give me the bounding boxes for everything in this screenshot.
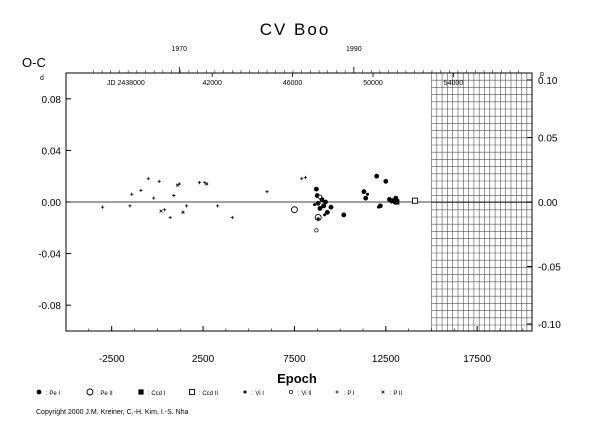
y-tick-label-right: 0.10: [538, 76, 558, 87]
data-point: [100, 205, 105, 209]
data-point: [157, 179, 161, 183]
data-point: [321, 203, 327, 209]
legend-marker: [335, 390, 339, 394]
data-point: [341, 212, 347, 218]
data-point: [265, 190, 269, 194]
data-point: [197, 181, 202, 185]
data-point: [323, 199, 328, 205]
data-point: [313, 203, 317, 207]
legend-label: : P II: [390, 391, 403, 397]
data-point: [363, 195, 369, 201]
data-point: [185, 204, 189, 208]
legend-label: : Pe II: [97, 391, 113, 397]
year-tick-label: 1970: [172, 46, 188, 53]
legend-marker: [138, 389, 144, 395]
data-point: [159, 209, 163, 213]
data-point: [152, 196, 156, 200]
legend-label: : Vi I: [252, 391, 264, 397]
data-point: [175, 183, 180, 187]
data-point: [389, 200, 393, 204]
legend-marker: [86, 388, 94, 396]
y-tick-label-right: -0.10: [538, 320, 561, 331]
data-point: [130, 192, 134, 196]
data-point: [230, 215, 234, 220]
data-point: [366, 192, 370, 196]
data-point: [317, 194, 323, 199]
legend-label: : Ccd II: [199, 391, 218, 397]
y-tick-label-left: -0.08: [38, 301, 61, 312]
data-point: [376, 205, 380, 209]
data-point: [394, 199, 400, 205]
x-axis-label: Epoch: [277, 371, 317, 386]
data-point: [314, 228, 319, 233]
legend-marker: [243, 390, 247, 394]
data-point: [383, 178, 389, 184]
data-point: [313, 186, 319, 192]
data-point: [324, 209, 330, 215]
data-point: [172, 193, 176, 198]
x-tick-label: -2500: [99, 354, 125, 365]
data-point: [317, 206, 323, 211]
data-point: [323, 213, 327, 217]
data-point: [387, 197, 392, 202]
legend-label: : P I: [344, 391, 355, 397]
legend-label: : Ccd I: [148, 391, 166, 397]
legend-marker: [36, 389, 42, 395]
data-point: [290, 206, 298, 214]
data-point: [300, 177, 304, 181]
data-point: [328, 204, 334, 210]
data-point: [168, 215, 172, 220]
y-tick-label-right: 0.00: [538, 198, 558, 209]
y-tick-label-left: 0.08: [42, 95, 62, 106]
data-point: [374, 173, 380, 179]
x-tick-label: 2500: [192, 354, 215, 365]
y-tick-label-left: 0.04: [42, 146, 62, 157]
legend-marker: [381, 390, 385, 394]
data-point: [411, 197, 419, 204]
x-tick-label: 17500: [463, 354, 491, 365]
legend-marker: [188, 388, 196, 396]
y-unit-right: p: [540, 71, 544, 78]
legend-label: : Vi II: [298, 391, 312, 397]
x-tick-label: 7500: [283, 354, 306, 365]
y-tick-label-left: 0.00: [42, 198, 62, 209]
jd-tick-label: 42000: [202, 80, 222, 87]
y-axis-label: O-C: [22, 55, 46, 70]
jd-tick-label: 50000: [363, 80, 383, 87]
data-point: [303, 175, 307, 180]
legend-marker: [288, 389, 294, 395]
data-point: [361, 189, 367, 195]
legend-label: : Pe I: [46, 391, 60, 397]
jd-tick-label: 54000: [444, 80, 464, 87]
jd-tick-label: 46000: [283, 80, 303, 87]
jd-axis-label: JD 2438000: [107, 80, 145, 87]
data-point: [128, 204, 132, 208]
data-point: [139, 188, 143, 192]
y-unit-left: d: [40, 75, 44, 82]
data-point: [163, 208, 167, 212]
x-tick-label: 12500: [372, 354, 400, 365]
data-point: [205, 182, 209, 186]
data-point: [315, 200, 321, 206]
data-point: [146, 177, 150, 181]
y-tick-label-right: 0.05: [538, 134, 558, 145]
data-point: [216, 204, 220, 208]
copyright-text: Copyright 2000 J.M. Kreiner, C.-H. Kim, …: [36, 409, 189, 416]
y-tick-label-right: -0.05: [538, 263, 561, 274]
year-tick-label: 1990: [346, 46, 362, 53]
data-point: [316, 217, 320, 221]
data-point: [181, 210, 185, 215]
y-tick-label-left: -0.04: [38, 250, 61, 261]
chart-title: CV Boo: [260, 20, 331, 39]
